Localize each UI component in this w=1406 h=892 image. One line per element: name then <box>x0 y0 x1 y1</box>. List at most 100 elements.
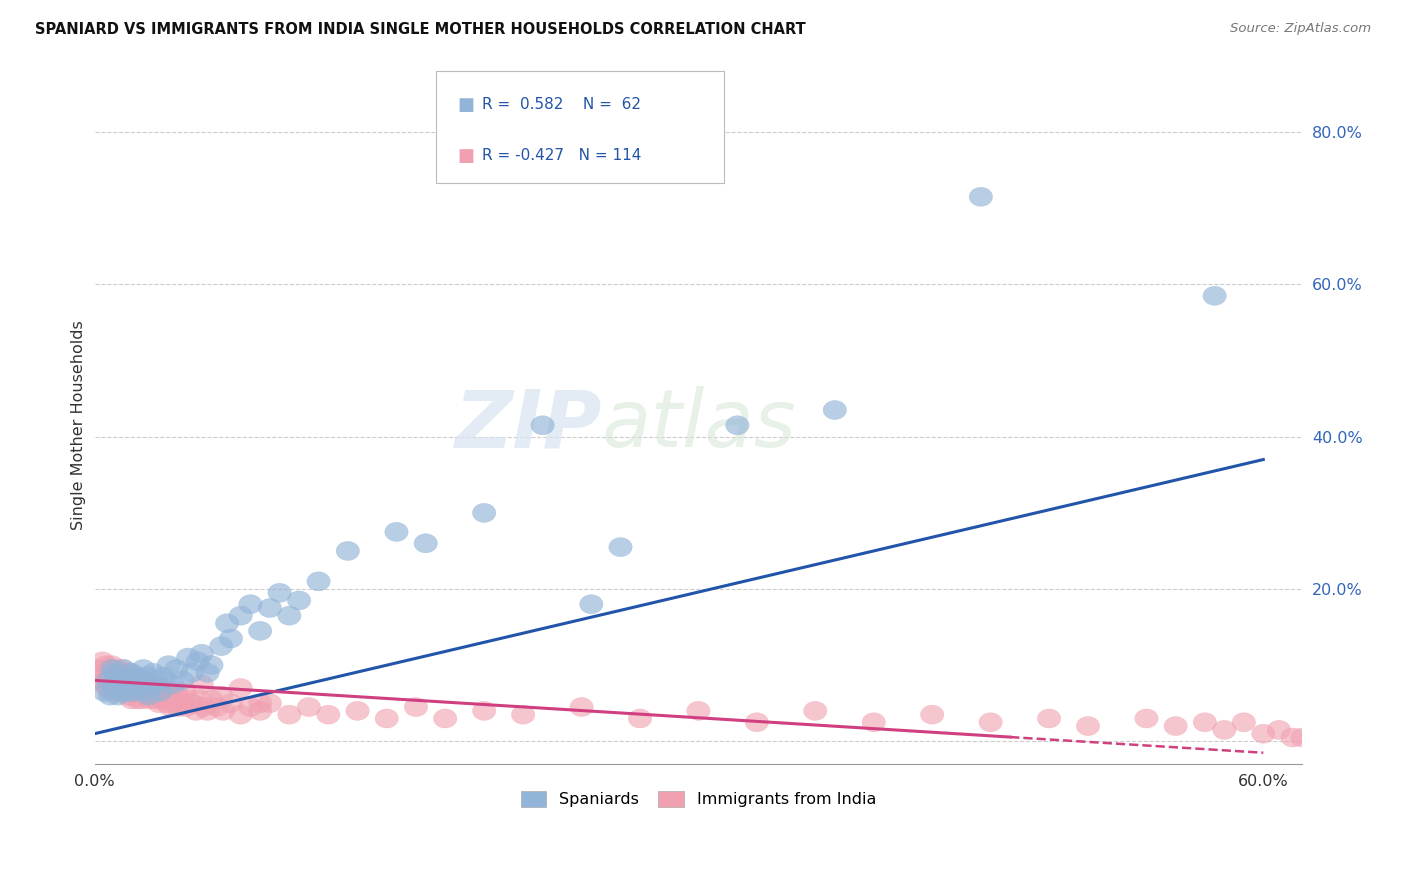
Ellipse shape <box>128 679 150 698</box>
Ellipse shape <box>249 622 271 640</box>
Ellipse shape <box>157 686 180 706</box>
Ellipse shape <box>277 607 301 625</box>
Ellipse shape <box>184 701 208 721</box>
Ellipse shape <box>120 690 143 709</box>
Ellipse shape <box>118 664 142 682</box>
Ellipse shape <box>180 664 204 682</box>
Ellipse shape <box>129 679 153 698</box>
Ellipse shape <box>124 671 148 690</box>
Ellipse shape <box>150 667 174 686</box>
Text: R =  0.582    N =  62: R = 0.582 N = 62 <box>482 97 641 112</box>
Ellipse shape <box>134 686 157 706</box>
Ellipse shape <box>122 667 145 686</box>
Ellipse shape <box>124 682 148 701</box>
Ellipse shape <box>249 701 271 721</box>
Ellipse shape <box>609 538 633 557</box>
Ellipse shape <box>1291 728 1315 747</box>
Ellipse shape <box>107 686 129 706</box>
Ellipse shape <box>117 686 139 706</box>
Ellipse shape <box>129 671 153 690</box>
Ellipse shape <box>90 652 114 671</box>
Ellipse shape <box>200 690 224 709</box>
Ellipse shape <box>134 682 157 701</box>
Ellipse shape <box>249 694 271 713</box>
Ellipse shape <box>170 671 194 690</box>
Ellipse shape <box>165 659 188 679</box>
Ellipse shape <box>745 713 769 731</box>
Ellipse shape <box>114 679 138 698</box>
Ellipse shape <box>163 694 186 713</box>
Ellipse shape <box>142 664 165 682</box>
Ellipse shape <box>122 674 145 694</box>
Ellipse shape <box>142 686 165 706</box>
Ellipse shape <box>229 607 252 625</box>
Ellipse shape <box>259 599 281 617</box>
Ellipse shape <box>97 659 120 679</box>
Ellipse shape <box>108 679 132 698</box>
Ellipse shape <box>1077 716 1099 736</box>
Ellipse shape <box>104 682 128 701</box>
Ellipse shape <box>120 664 143 682</box>
Ellipse shape <box>569 698 593 716</box>
Ellipse shape <box>1135 709 1159 728</box>
Ellipse shape <box>93 682 117 701</box>
Ellipse shape <box>97 679 120 698</box>
Ellipse shape <box>686 701 710 721</box>
Ellipse shape <box>346 701 370 721</box>
Ellipse shape <box>269 583 291 602</box>
Ellipse shape <box>176 690 200 709</box>
Ellipse shape <box>103 674 125 694</box>
Ellipse shape <box>118 682 142 701</box>
Ellipse shape <box>138 690 160 709</box>
Ellipse shape <box>186 652 209 671</box>
Ellipse shape <box>190 644 214 664</box>
Ellipse shape <box>103 667 125 686</box>
Ellipse shape <box>135 679 159 698</box>
Ellipse shape <box>862 713 886 731</box>
Ellipse shape <box>124 682 148 701</box>
Ellipse shape <box>98 686 122 706</box>
Ellipse shape <box>725 416 749 434</box>
Ellipse shape <box>209 637 233 656</box>
Ellipse shape <box>472 503 496 523</box>
Ellipse shape <box>1204 286 1226 305</box>
Ellipse shape <box>129 690 153 709</box>
Ellipse shape <box>112 659 135 679</box>
Ellipse shape <box>188 690 211 709</box>
Ellipse shape <box>110 682 134 701</box>
Text: ■: ■ <box>457 95 474 113</box>
Ellipse shape <box>94 656 118 674</box>
Ellipse shape <box>143 674 167 694</box>
Ellipse shape <box>89 671 112 690</box>
Text: Source: ZipAtlas.com: Source: ZipAtlas.com <box>1230 22 1371 36</box>
Ellipse shape <box>579 595 603 614</box>
Ellipse shape <box>190 674 214 694</box>
Text: ZIP: ZIP <box>454 386 602 464</box>
Ellipse shape <box>1213 721 1236 739</box>
Ellipse shape <box>277 706 301 724</box>
Ellipse shape <box>215 614 239 632</box>
Ellipse shape <box>229 679 252 698</box>
Text: R = -0.427   N = 114: R = -0.427 N = 114 <box>482 148 641 163</box>
Y-axis label: Single Mother Households: Single Mother Households <box>72 320 86 530</box>
Ellipse shape <box>297 698 321 716</box>
Ellipse shape <box>118 682 142 701</box>
Ellipse shape <box>167 698 190 716</box>
Ellipse shape <box>100 659 124 679</box>
Ellipse shape <box>117 674 139 694</box>
Ellipse shape <box>128 682 150 701</box>
Ellipse shape <box>107 671 129 690</box>
Ellipse shape <box>921 706 943 724</box>
Ellipse shape <box>176 648 200 667</box>
Ellipse shape <box>145 671 169 690</box>
Ellipse shape <box>512 706 534 724</box>
Ellipse shape <box>239 595 262 614</box>
Ellipse shape <box>200 656 224 674</box>
Ellipse shape <box>174 698 198 716</box>
Ellipse shape <box>1281 728 1305 747</box>
Ellipse shape <box>98 664 122 682</box>
Ellipse shape <box>160 682 184 701</box>
Ellipse shape <box>628 709 651 728</box>
Ellipse shape <box>100 656 124 674</box>
Ellipse shape <box>114 667 138 686</box>
